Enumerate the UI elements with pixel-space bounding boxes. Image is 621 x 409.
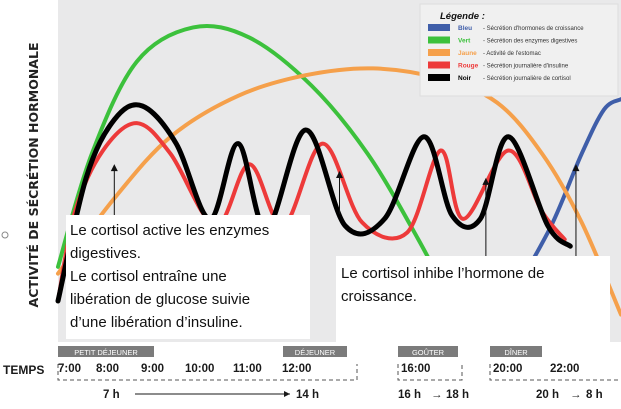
legend-box (419, 3, 619, 97)
tick-label: 20:00 (493, 363, 522, 375)
annotation-right-box (336, 256, 610, 342)
legend-name-bleu: Bleu (458, 25, 472, 32)
legend-title: Légende : (440, 11, 485, 22)
range-end-morning: 14 h (296, 389, 319, 401)
meal-badge-lunch (283, 346, 347, 357)
bracket-evening (489, 364, 621, 381)
annotation-left-line-4: libération de glucose suivie (70, 291, 250, 308)
legend-swatch-jaune (428, 49, 450, 56)
legend-swatch-bleu (428, 24, 450, 31)
annotation-arrowhead (336, 171, 343, 178)
range-start-evening: 20 h (536, 389, 559, 401)
range-start-morning: 7 h (103, 389, 120, 401)
legend-name-rouge: Rouge (458, 63, 479, 70)
legend-name-vert: Vert (458, 38, 471, 45)
tick-label: 22:00 (550, 363, 579, 375)
series-line-jaune (56, 66, 621, 317)
range-end-afternoon: 18 h (446, 389, 469, 401)
legend-items: Bleu - Sécrétion d'hormones de croissance… (428, 24, 584, 82)
legend-description: - Sécrétion des enzymes digestives (483, 39, 577, 45)
tick-label: 16:00 (401, 363, 430, 375)
timeline: TEMPS PETIT DÉJEUNER DÉJEUNER GOÛTER DÎN… (0, 344, 621, 409)
legend-description: - Sécrétion journalière de cortisol (483, 76, 571, 82)
meal-label-lunch: DÉJEUNER (295, 348, 336, 357)
y-axis-label: ACTIVITÉ DE SÉCRÉTION HORMONALE (26, 43, 41, 308)
annotation-right: Le cortisol inhibe l’hormone de croissan… (336, 256, 610, 342)
annotation-left-line-5: d’une libération d’insuline. (70, 314, 243, 331)
tick-label: 8:00 (96, 363, 119, 375)
meal-badge-dinner (490, 346, 542, 357)
annotation-left-line-1: Le cortisol active les enzymes (70, 222, 269, 239)
tick-label: 11:00 (233, 363, 262, 375)
annotation-left: Le cortisol active les enzymes digestive… (66, 215, 310, 339)
annotation-right-line-1: Le cortisol inhibe l’hormone de (341, 265, 544, 282)
legend-swatch-noir (428, 74, 450, 81)
tick-label: 10:00 (185, 363, 214, 375)
annotation-arrowhead (482, 177, 490, 185)
meal-label-dinner: DÎNER (504, 348, 528, 357)
legend-swatch-rouge (428, 61, 450, 69)
legend-name-noir: Noir (458, 75, 471, 82)
annotation-right-line-2: croissance. (341, 288, 417, 305)
series-line-vert (56, 23, 460, 317)
annotation-arrows (110, 164, 580, 258)
meal-label-snack: GOÛTER (412, 348, 445, 357)
range-end-evening: 8 h (586, 389, 603, 401)
annotation-arrowhead (572, 164, 580, 172)
legend-swatch-vert (428, 36, 450, 44)
legend-description: - Sécrétion journalière d'insuline (483, 64, 569, 70)
series-line-noir (55, 102, 573, 304)
annotation-left-line-3: Le cortisol entraîne une (70, 268, 227, 285)
range-start-afternoon: 16 h (398, 389, 421, 401)
timeline-label: TEMPS (3, 363, 44, 377)
meal-badge-breakfast (58, 346, 154, 357)
bracket-afternoon (397, 364, 463, 381)
legend-name-jaune: Jaune (458, 50, 477, 57)
annotation-left-box (66, 215, 310, 339)
meal-badge-snack (398, 346, 458, 357)
annotation-arrowhead (110, 164, 118, 172)
range-arrow-afternoon: → (431, 389, 443, 401)
annotation-left-line-2: digestives. (70, 245, 141, 262)
tick-label: 12:00 (282, 363, 311, 375)
bracket-morning (57, 364, 358, 381)
range-arrow-evening: → (570, 389, 582, 401)
tick-label: 7:00 (58, 363, 81, 375)
legend-description: - Activité de l'estomac (483, 51, 541, 57)
series-line-rouge (56, 121, 567, 303)
meal-label-breakfast: PETIT DÉJEUNER (74, 348, 138, 357)
legend-description: - Sécrétion d'hormones de croissance (483, 26, 584, 32)
legend: Légende : Bleu - Sécrétion d'hormones de … (419, 3, 619, 97)
axis-marker (1, 231, 9, 239)
range-arrowhead-morning (284, 391, 290, 397)
tick-label: 9:00 (141, 363, 164, 375)
